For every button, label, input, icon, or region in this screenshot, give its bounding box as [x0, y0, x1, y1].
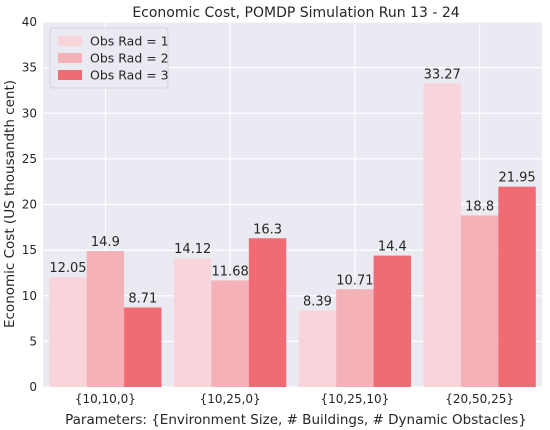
chart-title: Economic Cost, POMDP Simulation Run 13 -…: [132, 5, 459, 21]
legend-swatch: [58, 36, 82, 46]
bar: [86, 251, 125, 387]
x-tick-label: {10,25,0}: [200, 392, 261, 406]
data-label: 10.71: [336, 273, 373, 288]
bar: [248, 238, 287, 387]
legend-label: Obs Rad = 3: [90, 68, 169, 83]
y-tick-label: 40: [22, 15, 37, 29]
bar: [498, 186, 536, 387]
bar: [124, 307, 162, 387]
data-label: 8.39: [303, 294, 332, 309]
bar: [49, 277, 87, 387]
x-tick-label: {10,25,10}: [321, 392, 390, 406]
y-tick-label: 25: [22, 152, 37, 166]
data-label: 14.12: [174, 242, 211, 257]
y-axis-title: Economic Cost (US thousandth cent): [2, 80, 18, 328]
legend-label: Obs Rad = 2: [90, 51, 169, 66]
bar: [460, 215, 499, 387]
x-tick-label: {10,10,0}: [75, 392, 136, 406]
y-axis-ticks: 0 5 10 15 20 25 30 35 40: [22, 15, 37, 394]
legend-label: Obs Rad = 1: [90, 34, 169, 49]
bar: [211, 280, 249, 387]
data-label: 12.05: [49, 261, 86, 276]
bar: [298, 310, 337, 387]
y-tick-label: 35: [22, 61, 37, 75]
data-label: 14.9: [91, 235, 120, 250]
y-tick-label: 20: [22, 198, 37, 212]
data-label: 33.27: [424, 67, 461, 82]
bar: [336, 289, 374, 387]
data-label: 18.8: [465, 199, 494, 214]
data-label: 8.71: [128, 292, 157, 307]
data-label: 14.4: [378, 240, 407, 255]
bars: [49, 83, 536, 387]
y-tick-label: 30: [22, 106, 37, 120]
x-axis-title: Parameters: {Environment Size, # Buildin…: [65, 412, 527, 428]
y-tick-label: 10: [22, 289, 37, 303]
y-tick-label: 15: [22, 243, 37, 257]
legend: Obs Rad = 1 Obs Rad = 2 Obs Rad = 3: [49, 27, 169, 89]
data-label: 16.3: [253, 222, 282, 237]
data-label: 21.95: [498, 171, 535, 186]
bar: [423, 83, 461, 387]
x-axis-ticks: {10,10,0} {10,25,0} {10,25,10} {20,50,25}: [75, 392, 514, 406]
y-tick-label: 0: [29, 380, 37, 394]
legend-swatch: [58, 70, 82, 80]
data-labels: 12.05 14.12 8.39 33.27 14.9 11.68 10.71 18.8 8.7…: [49, 67, 535, 309]
bar: [173, 258, 212, 387]
data-label: 11.68: [212, 264, 249, 279]
bar: [373, 255, 412, 387]
legend-swatch: [58, 53, 82, 63]
y-tick-label: 5: [29, 334, 37, 348]
x-tick-label: {20,50,25}: [445, 392, 514, 406]
